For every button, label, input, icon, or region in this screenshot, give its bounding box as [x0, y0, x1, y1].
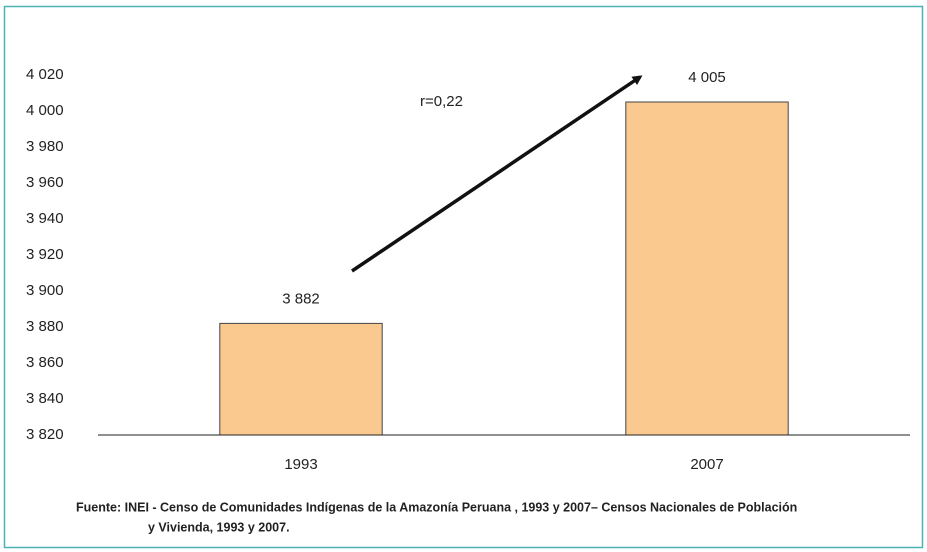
- annotation: r=0,22: [420, 93, 463, 110]
- x-tick-label: 1993: [284, 456, 317, 473]
- bar: [625, 101, 789, 436]
- source-line: y Vivienda, 1993 y 2007.: [148, 520, 290, 534]
- y-tick-label: 3 860: [26, 354, 64, 371]
- x-tick-label: 2007: [690, 456, 723, 473]
- y-tick-label: 3 840: [26, 390, 64, 407]
- frame: [3, 5, 924, 549]
- bar: [219, 322, 383, 436]
- y-tick-label: 3 960: [26, 174, 64, 191]
- source-line: Fuente: INEI - Censo de Comunidades Indí…: [76, 500, 797, 514]
- y-tick-label: 3 880: [26, 318, 64, 335]
- value-label: 4 005: [688, 69, 726, 86]
- y-tick-label: 3 940: [26, 210, 64, 227]
- trend-arrow: [351, 75, 643, 273]
- y-tick-label: 3 920: [26, 246, 64, 263]
- y-tick-label: 4 000: [26, 102, 64, 119]
- y-tick-label: 3 980: [26, 138, 64, 155]
- y-tick-label: 3 820: [26, 426, 64, 443]
- y-tick-label: 4 020: [26, 66, 64, 83]
- y-tick-label: 3 900: [26, 282, 64, 299]
- value-label: 3 882: [282, 290, 320, 307]
